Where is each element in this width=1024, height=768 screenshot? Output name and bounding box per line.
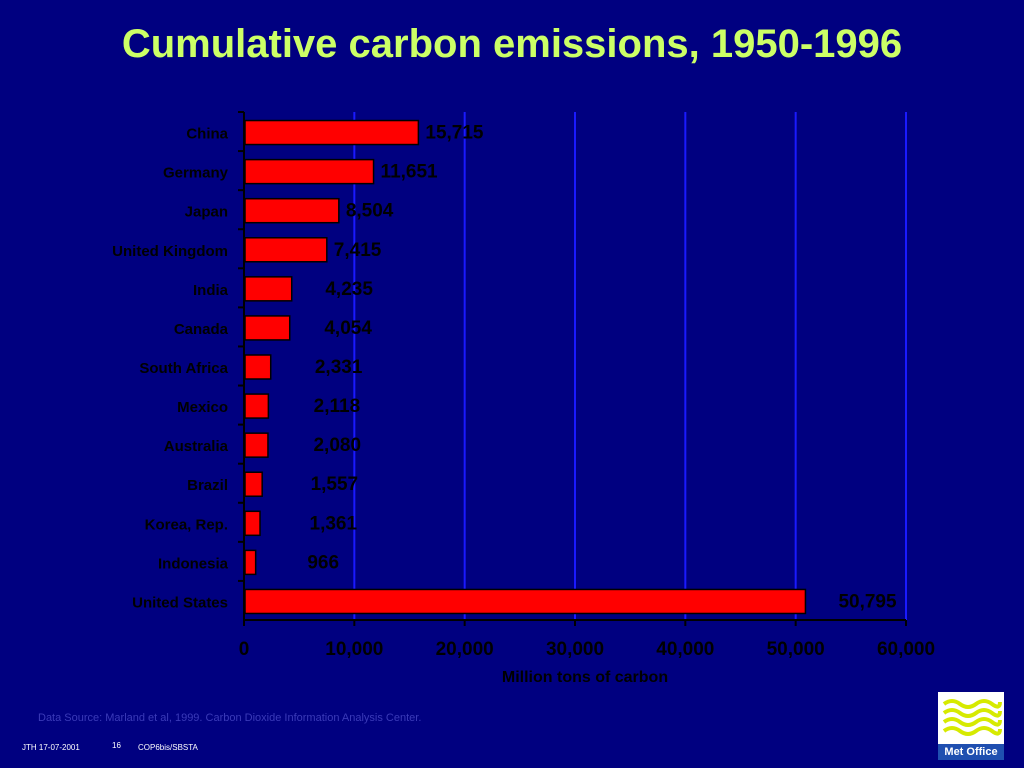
x-tick-label: 50,000	[767, 639, 825, 660]
category-label: United States	[132, 594, 228, 611]
x-tick-label: 10,000	[325, 639, 383, 660]
data-label: 2,118	[314, 396, 361, 417]
data-label: 4,054	[324, 318, 372, 339]
data-label: 50,795	[838, 591, 897, 612]
wave-icon	[942, 699, 1002, 736]
data-label: 1,361	[310, 513, 358, 534]
logo-label: Met Office	[938, 744, 1004, 760]
x-tick-label: 20,000	[436, 639, 494, 660]
category-label: China	[186, 126, 228, 143]
bar	[244, 119, 420, 146]
bar	[244, 588, 807, 615]
category-label: South Africa	[139, 360, 228, 377]
category-label: Canada	[174, 321, 229, 338]
x-tick-label: 0	[239, 639, 250, 660]
data-label: 7,415	[334, 240, 382, 261]
data-label: 11,651	[381, 162, 438, 183]
category-label: Australia	[164, 438, 229, 455]
category-label: India	[193, 282, 229, 299]
bar	[244, 393, 270, 419]
data-label: 2,331	[315, 357, 363, 378]
bar	[244, 510, 261, 537]
x-axis-label: Million tons of carbon	[502, 669, 668, 686]
x-tick-label: 60,000	[877, 639, 935, 660]
footer-page-number: 16	[112, 741, 121, 750]
x-tick-label: 30,000	[546, 639, 604, 660]
x-tick-label: 40,000	[656, 639, 714, 660]
category-label: Japan	[185, 204, 228, 221]
bar	[244, 315, 291, 341]
bar	[244, 158, 375, 185]
bar	[244, 197, 340, 224]
footer-event: COP6bis/SBSTA	[138, 743, 198, 752]
category-label: Korea, Rep.	[145, 516, 228, 533]
bar	[244, 354, 272, 380]
data-label: 966	[307, 552, 339, 573]
category-label: Germany	[163, 165, 229, 182]
footer-author-date: JTH 17-07-2001	[22, 743, 80, 752]
bar	[244, 471, 263, 497]
bar	[244, 276, 293, 302]
category-label: Brazil	[187, 477, 228, 494]
met-office-logo: Met Office	[938, 692, 1004, 760]
data-label: 15,715	[425, 123, 484, 144]
data-label: 4,235	[325, 279, 373, 300]
data-source-note: Data Source: Marland et al, 1999. Carbon…	[38, 712, 422, 724]
category-label: United Kingdom	[112, 243, 228, 260]
category-label: Indonesia	[158, 555, 229, 572]
bar-chart: 0 10,000 20,000 30,000 40,000 50,000 60,000 Mil…	[112, 111, 935, 686]
data-label: 1,557	[311, 474, 359, 495]
bar	[244, 432, 269, 458]
data-label: 8,504	[346, 201, 394, 222]
bar	[244, 237, 328, 263]
category-label: Mexico	[177, 399, 228, 416]
slide-title: Cumulative carbon emissions, 1950-1996	[121, 22, 903, 66]
data-label: 2,080	[313, 435, 361, 456]
bar	[244, 549, 257, 576]
